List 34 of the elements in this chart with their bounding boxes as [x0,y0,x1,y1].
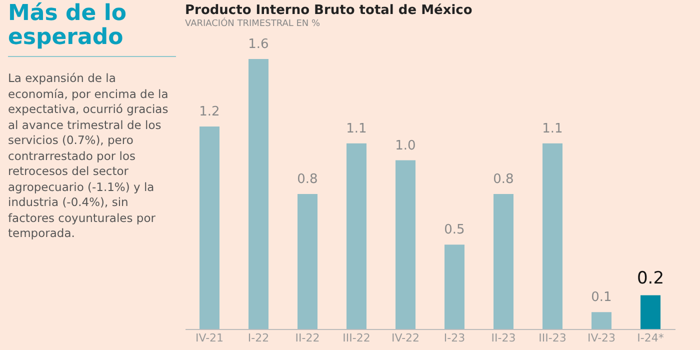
x-tick-label: III-23 [538,332,566,344]
x-tick-label: III-22 [342,332,370,344]
data-label: 1.2 [199,104,220,120]
data-label: 1.0 [395,138,416,154]
data-label: 0.8 [297,172,318,187]
x-tick-label: IV-22 [391,332,420,344]
bar [444,244,464,329]
x-tick-label: I-24* [637,332,664,344]
chart-subtitle: VARIACIÓN TRIMESTRAL EN % [185,17,321,29]
x-tick-label: I-22 [248,332,270,344]
x-tick-label: IV-21 [195,332,224,344]
text: Más de lo esperado [8,1,176,57]
x-tick-label: IV-23 [587,332,616,344]
data-label: 1.1 [346,121,367,136]
data-label: 0.8 [493,172,514,187]
data-label: 1.1 [542,121,563,136]
text: La expansión de la economía, por encima de la expectativa, ocurrió gracias al avance trimestral de los servicios (0.7%), pero contrarrestado por los retrocesos del sector agropecuario (-1.1%) y la industria (-0.4%), sin factores coyunturales por temporada. [8,71,168,240]
bar [396,160,416,329]
bar [248,59,268,329]
bar [346,143,366,329]
data-label: 0.2 [636,268,664,288]
x-tick-label: II-22 [295,332,320,344]
data-label: 0.5 [444,222,465,238]
bar [542,143,562,329]
bar [200,126,220,329]
bar [494,194,514,329]
bar [298,194,318,329]
chart-title: Producto Interno Bruto total de México [185,3,472,18]
x-tick-label: I-23 [444,332,466,344]
bar [640,295,660,329]
data-label: 1.6 [248,37,269,52]
bar [592,312,612,329]
data-label: 0.1 [591,290,612,306]
x-tick-label: II-23 [491,332,516,344]
